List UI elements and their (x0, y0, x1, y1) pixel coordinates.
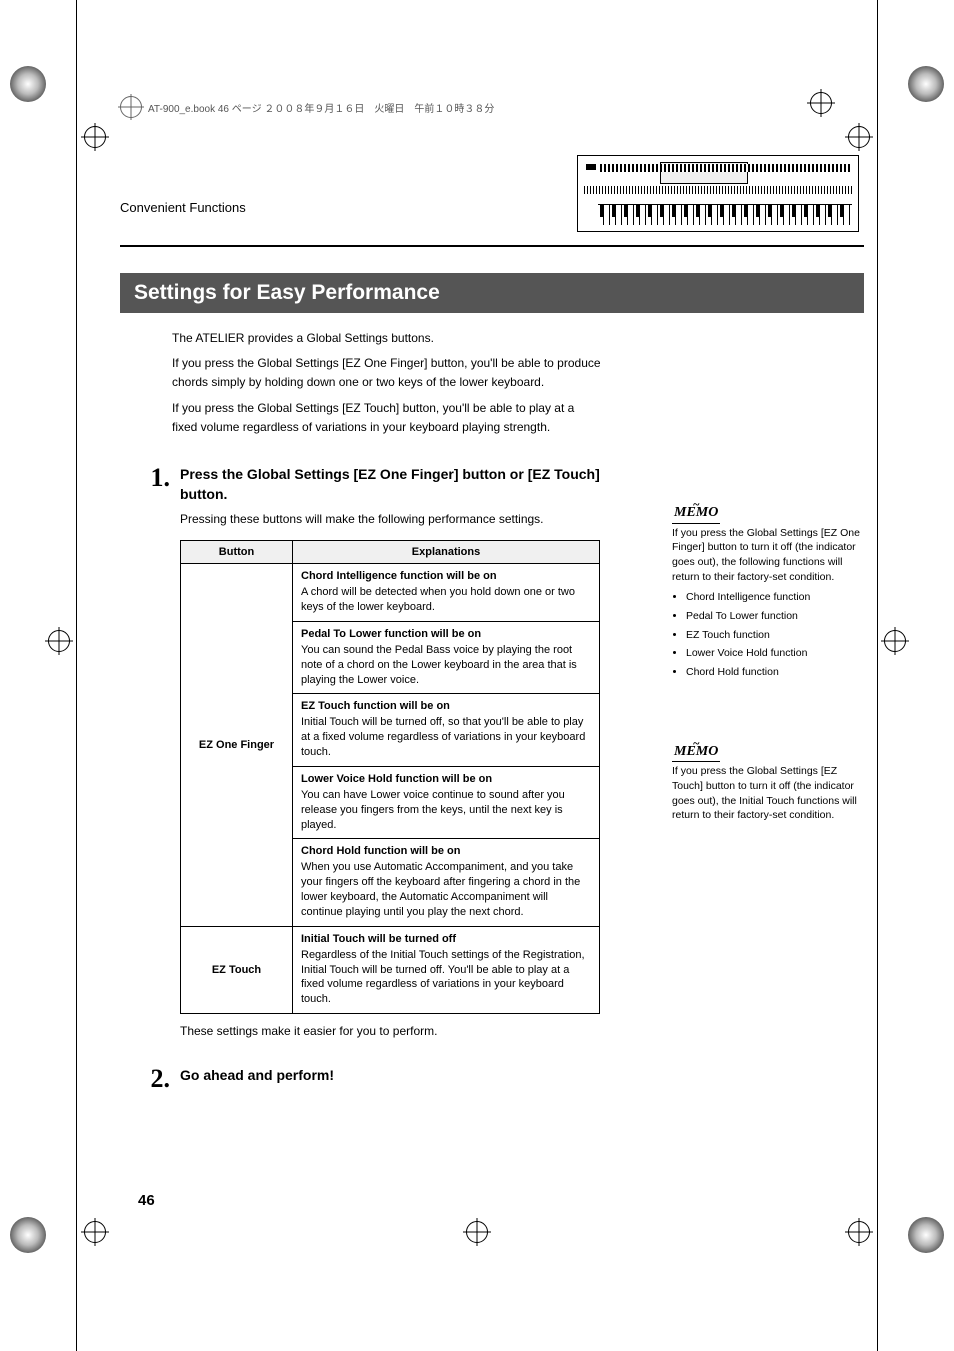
exp-title-1: Pedal To Lower function will be on (301, 628, 591, 640)
memo-2: ~MEMO If you press the Global Settings [… (672, 742, 862, 823)
table-header-button: Button (181, 541, 293, 564)
step-2-body: Go ahead and perform! (180, 1066, 864, 1086)
intro-text: The ATELIER provides a Global Settings b… (172, 329, 602, 437)
exp-title-0: Chord Intelligence function will be on (301, 570, 591, 582)
table-cell-exp-4: Chord Hold function will be on When you … (293, 839, 600, 926)
regmark-target-t (810, 92, 832, 114)
exp-body-0: A chord will be detected when you hold d… (301, 585, 591, 615)
table-cell-exp-5: Initial Touch will be turned off Regardl… (293, 926, 600, 1013)
exp-body-5: Regardless of the Initial Touch settings… (301, 948, 591, 1007)
step-2: 2. Go ahead and perform! (120, 1066, 864, 1092)
exp-title-2: EZ Touch function will be on (301, 700, 591, 712)
memo-1-item-3: Lower Voice Hold function (686, 646, 862, 661)
page-title: Settings for Easy Performance (120, 273, 864, 313)
exp-body-3: You can have Lower voice continue to sou… (301, 788, 591, 833)
keyboard-illustration (577, 155, 859, 232)
regmark-target-bc (466, 1221, 488, 1243)
table-cell-exp-1: Pedal To Lower function will be on You c… (293, 621, 600, 694)
memo-label-1: ~MEMO (672, 503, 720, 524)
table-cell-exp-0: Chord Intelligence function will be on A… (293, 564, 600, 622)
step-1-num: 1. (120, 465, 180, 491)
crop-line-right (877, 0, 878, 1351)
table-cell-ez-one-finger: EZ One Finger (181, 564, 293, 927)
header-meta: AT-900_e.book 46 ページ ２００８年９月１６日 火曜日 午前１０… (120, 96, 494, 118)
meta-target-icon (120, 96, 142, 118)
regmark-target-br (848, 1221, 870, 1243)
step-1-heading: Press the Global Settings [EZ One Finger… (180, 465, 600, 504)
intro-p2: If you press the Global Settings [EZ One… (172, 354, 602, 392)
memo-1-item-1: Pedal To Lower function (686, 609, 862, 624)
regmark-circle-bl (10, 1217, 46, 1253)
regmark-circle-br (908, 1217, 944, 1253)
regmark-target-tr (848, 126, 870, 148)
exp-title-3: Lower Voice Hold function will be on (301, 773, 591, 785)
memo-label-2: ~MEMO (672, 742, 720, 763)
page: AT-900_e.book 46 ページ ２００８年９月１６日 火曜日 午前１０… (0, 0, 954, 1269)
table-cell-exp-2: EZ Touch function will be on Initial Tou… (293, 694, 600, 767)
step-2-num: 2. (120, 1066, 180, 1092)
memo-1-text: If you press the Global Settings [EZ One… (672, 526, 862, 585)
table-header-explanations: Explanations (293, 541, 600, 564)
memo-1-item-2: EZ Touch function (686, 628, 862, 643)
memo-1: ~MEMO If you press the Global Settings [… (672, 503, 862, 680)
regmark-target-bl (84, 1221, 106, 1243)
exp-body-4: When you use Automatic Accompaniment, an… (301, 860, 591, 919)
memo-1-list: Chord Intelligence function Pedal To Low… (672, 590, 862, 679)
bottom-registration-marks (0, 1189, 954, 1249)
memo-1-item-4: Chord Hold function (686, 665, 862, 680)
settings-table: Button Explanations EZ One Finger Chord … (180, 540, 600, 1014)
exp-body-2: Initial Touch will be turned off, so tha… (301, 715, 591, 760)
step-2-heading: Go ahead and perform! (180, 1066, 600, 1086)
crop-line-left (76, 0, 77, 1351)
intro-p3: If you press the Global Settings [EZ Tou… (172, 399, 602, 437)
intro-p1: The ATELIER provides a Global Settings b… (172, 329, 602, 348)
regmark-target-mr (884, 630, 906, 652)
regmark-circle-tl (10, 66, 46, 102)
exp-title-4: Chord Hold function will be on (301, 845, 591, 857)
memo-1-item-0: Chord Intelligence function (686, 590, 862, 605)
table-cell-exp-3: Lower Voice Hold function will be on You… (293, 766, 600, 839)
sidebar-memos: ~MEMO If you press the Global Settings [… (672, 503, 862, 823)
memo-2-text: If you press the Global Settings [EZ Tou… (672, 764, 862, 823)
exp-title-5: Initial Touch will be turned off (301, 933, 591, 945)
table-cell-ez-touch: EZ Touch (181, 926, 293, 1013)
after-table-text: These settings make it easier for you to… (180, 1024, 864, 1038)
regmark-circle-tr (908, 66, 944, 102)
top-registration-marks (0, 20, 954, 80)
header-meta-text: AT-900_e.book 46 ページ ２００８年９月１６日 火曜日 午前１０… (148, 100, 494, 115)
header-divider (120, 245, 864, 247)
regmark-target-ml (48, 630, 70, 652)
regmark-target-tl (84, 126, 106, 148)
exp-body-1: You can sound the Pedal Bass voice by pl… (301, 643, 591, 688)
